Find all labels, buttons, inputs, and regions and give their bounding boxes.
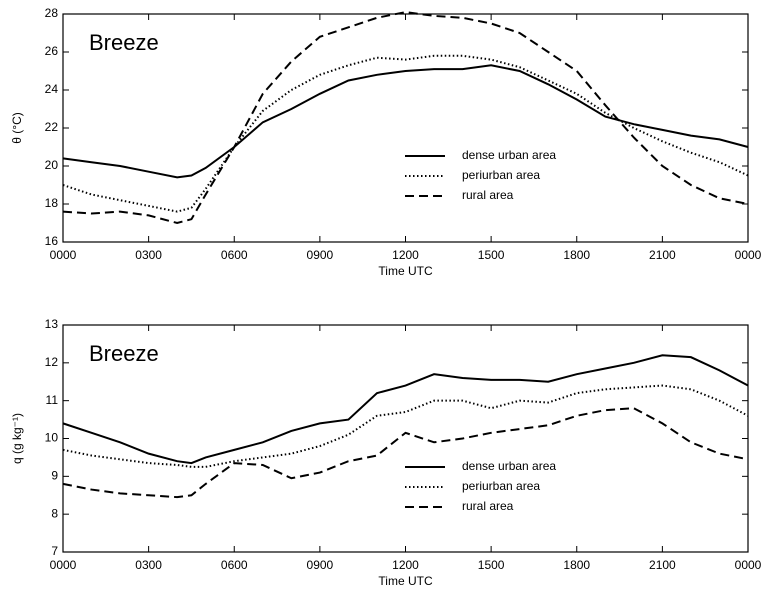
plot-frame <box>62 13 749 243</box>
data-line <box>62 354 749 465</box>
x-tick-label: 0000 <box>50 558 77 572</box>
x-tick-label: 0300 <box>135 558 162 572</box>
legend-label: dense urban area <box>462 459 556 473</box>
x-tick-label: 0600 <box>221 248 248 262</box>
x-tick-label: 2100 <box>649 558 676 572</box>
x-tick-label: 0600 <box>221 558 248 572</box>
y-axis-label: q (g kg⁻¹) <box>10 413 24 464</box>
data-line <box>62 54 749 213</box>
x-axis-label: Time UTC <box>378 264 433 278</box>
y-tick-label: 22 <box>45 120 59 134</box>
legend-label: periurban area <box>462 479 540 493</box>
x-tick-label: 2100 <box>649 248 676 262</box>
x-tick-label: 0900 <box>307 248 334 262</box>
y-tick-label: 26 <box>45 44 59 58</box>
x-tick-label: 0000 <box>50 248 77 262</box>
data-line <box>62 64 749 179</box>
x-tick-label: 0900 <box>307 558 334 572</box>
y-tick-label: 28 <box>45 6 59 20</box>
y-tick-label: 13 <box>45 317 59 331</box>
x-tick-label: 0000 <box>735 558 762 572</box>
y-tick-label: 24 <box>45 82 59 96</box>
x-tick-label: 1800 <box>563 558 590 572</box>
y-tick-label: 8 <box>51 506 58 520</box>
y-tick-label: 9 <box>51 469 58 483</box>
x-tick-label: 1200 <box>392 248 419 262</box>
x-tick-label: 1500 <box>478 558 505 572</box>
annotation: Breeze <box>89 341 159 366</box>
legend-label: periurban area <box>462 168 540 182</box>
data-line <box>62 384 749 468</box>
y-tick-label: 20 <box>45 158 59 172</box>
y-tick-label: 12 <box>45 355 59 369</box>
x-tick-label: 1200 <box>392 558 419 572</box>
x-tick-label: 0000 <box>735 248 762 262</box>
legend-label: dense urban area <box>462 148 556 162</box>
y-tick-label: 18 <box>45 196 59 210</box>
y-axis-label: θ (°C) <box>10 112 24 143</box>
x-tick-label: 1500 <box>478 248 505 262</box>
legend-label: rural area <box>462 499 514 513</box>
x-axis-label: Time UTC <box>378 574 433 588</box>
data-line <box>62 11 749 225</box>
annotation: Breeze <box>89 30 159 55</box>
y-tick-label: 7 <box>51 544 58 558</box>
y-tick-label: 10 <box>45 431 59 445</box>
x-tick-label: 1800 <box>563 248 590 262</box>
y-tick-label: 16 <box>45 234 59 248</box>
legend-label: rural area <box>462 188 514 202</box>
x-tick-label: 0300 <box>135 248 162 262</box>
y-tick-label: 11 <box>46 393 59 407</box>
data-line <box>62 407 749 499</box>
